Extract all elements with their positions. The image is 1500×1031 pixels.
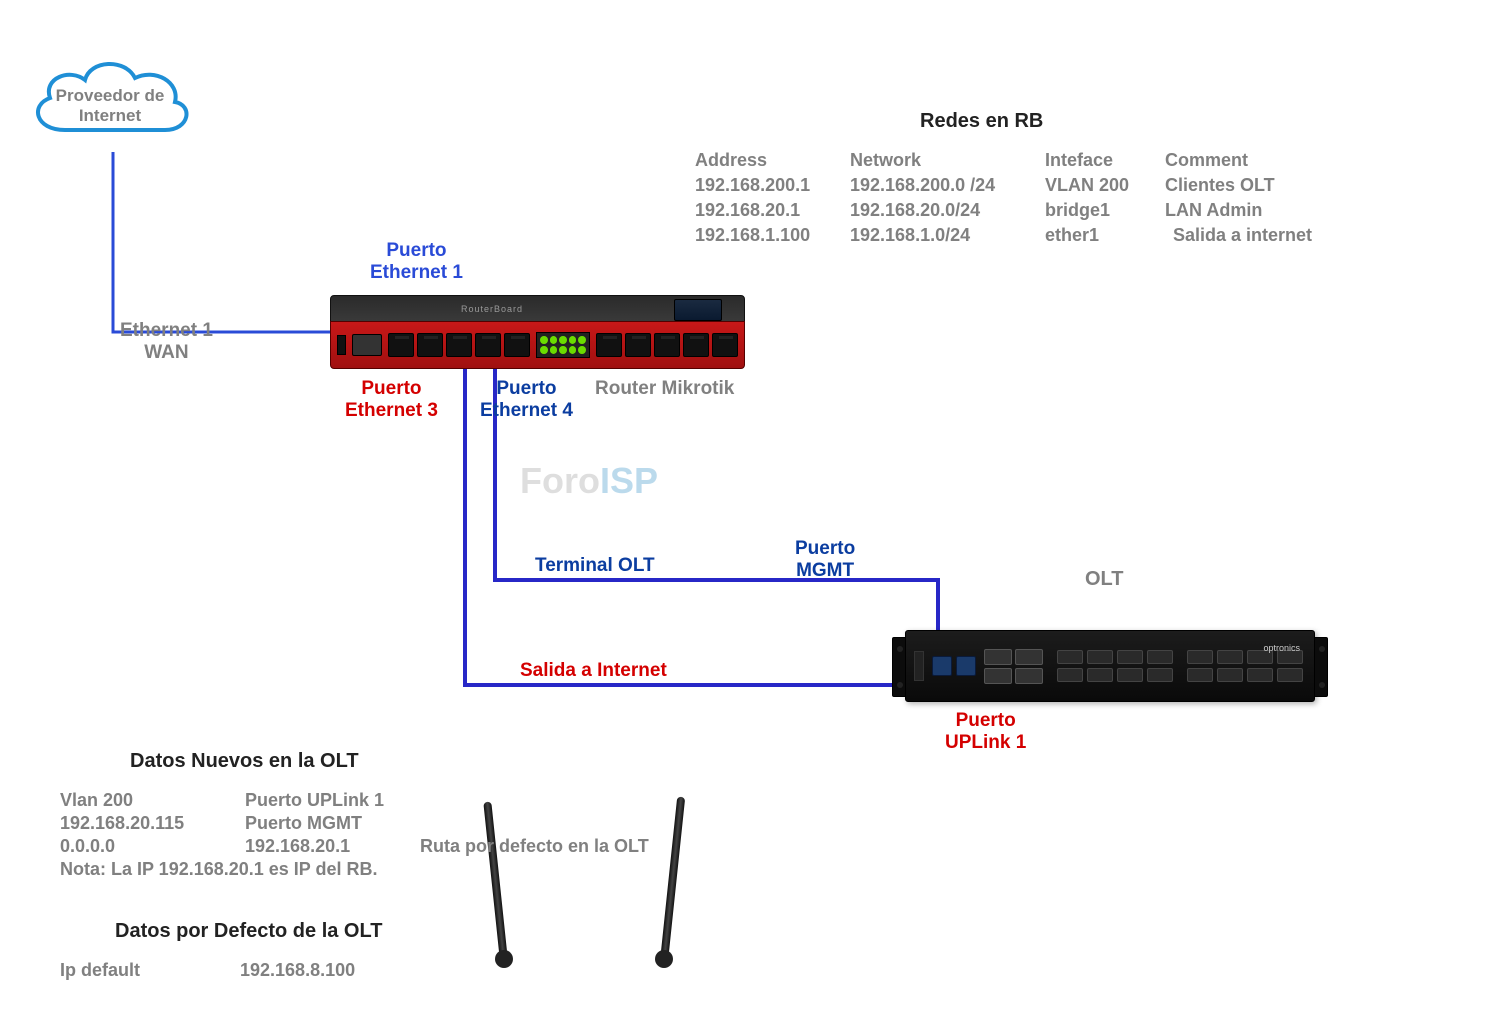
puerto-eth1-label: Puerto Ethernet 1	[370, 240, 463, 284]
th-comment: Comment	[1165, 150, 1335, 171]
salida-internet-label: Salida a Internet	[520, 660, 667, 682]
internet-cloud: Proveedor de Internet	[25, 50, 195, 160]
usb-port	[337, 335, 346, 355]
eth8-port	[654, 333, 680, 357]
eth4-port	[475, 333, 501, 357]
eth5-port	[504, 333, 530, 357]
antenna-joint-left	[495, 950, 513, 968]
olt-mgmt-1	[932, 656, 952, 676]
eth1-wan-label: Ethernet 1 WAN	[120, 320, 213, 364]
eth-group-2	[596, 333, 738, 357]
router-lcd	[674, 299, 722, 321]
table-row: 0.0.0.0 192.168.20.1 Ruta por defecto en…	[60, 836, 720, 857]
redes-table: Address Network Inteface Comment 192.168…	[695, 150, 1335, 250]
olt-uplink-ports	[984, 649, 1043, 684]
led-panel	[536, 332, 590, 358]
olt-pon-group-1	[1057, 650, 1173, 682]
router-brand: RouterBoard	[461, 304, 523, 314]
redes-rb-title: Redes en RB	[920, 110, 1043, 133]
table-row: 192.168.20.1 192.168.20.0/24 bridge1 LAN…	[695, 200, 1335, 221]
olt-note: Nota: La IP 192.168.20.1 es IP del RB.	[60, 859, 720, 880]
datos-nuevos-title: Datos Nuevos en la OLT	[130, 750, 359, 773]
olt-device: optronics	[905, 630, 1315, 702]
router-label: Router Mikrotik	[595, 378, 734, 400]
eth10-port	[712, 333, 738, 357]
eth7-port	[625, 333, 651, 357]
puerto-mgmt-label: Puerto MGMT	[795, 538, 855, 582]
olt-brand: optronics	[1263, 643, 1300, 653]
table-row: 192.168.1.100 192.168.1.0/24 ether1 Sali…	[695, 225, 1335, 246]
mikrotik-router: RouterBoard	[330, 295, 745, 370]
sfp-port	[352, 334, 382, 356]
table-row: Vlan 200 Puerto UPLink 1	[60, 790, 720, 811]
olt-mgmt-ports	[932, 656, 976, 676]
watermark: ForoISP	[520, 460, 658, 502]
th-address: Address	[695, 150, 850, 171]
terminal-olt-label: Terminal OLT	[535, 555, 655, 577]
olt-new-data: Vlan 200 Puerto UPLink 1 192.168.20.115 …	[60, 790, 720, 882]
olt-pon-group-2	[1187, 650, 1303, 682]
olt-default-row: Ip default 192.168.8.100	[60, 960, 355, 981]
eth6-port	[596, 333, 622, 357]
antenna-joint-right	[655, 950, 673, 968]
datos-defecto-title: Datos por Defecto de la OLT	[115, 920, 382, 943]
eth1-port	[388, 333, 414, 357]
cloud-label-1: Proveedor de	[25, 86, 195, 106]
olt-mgmt-2	[956, 656, 976, 676]
th-interface: Inteface	[1045, 150, 1165, 171]
puerto-eth3-label: Puerto Ethernet 3	[345, 378, 438, 422]
olt-default-value: 192.168.8.100	[240, 960, 355, 981]
cloud-label-2: Internet	[25, 106, 195, 126]
olt-ear-right	[1314, 637, 1328, 697]
eth3-port	[446, 333, 472, 357]
th-network: Network	[850, 150, 1045, 171]
olt-label: OLT	[1085, 568, 1124, 591]
puerto-eth4-label: Puerto Ethernet 4	[480, 378, 573, 422]
eth2-port	[417, 333, 443, 357]
table-row: 192.168.200.1 192.168.200.0 /24 VLAN 200…	[695, 175, 1335, 196]
puerto-uplink1-label: Puerto UPLink 1	[945, 710, 1026, 754]
eth-group-1	[388, 333, 530, 357]
olt-power	[914, 651, 924, 681]
olt-default-label: Ip default	[60, 960, 240, 981]
olt-ear-left	[892, 637, 906, 697]
eth9-port	[683, 333, 709, 357]
table-row: 192.168.20.115 Puerto MGMT	[60, 813, 720, 834]
